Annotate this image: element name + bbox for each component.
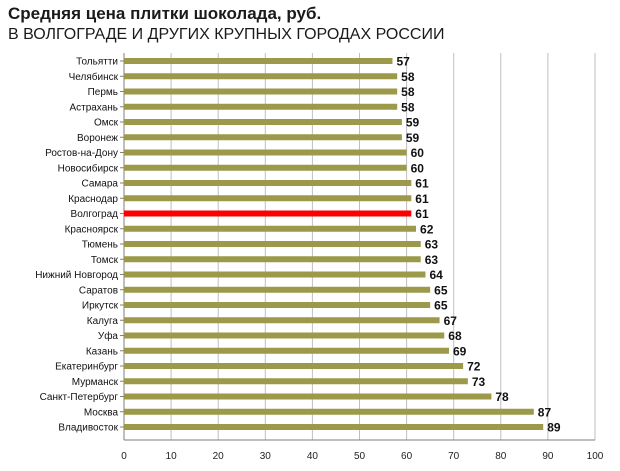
bar [124,180,411,186]
data-label: 65 [434,299,448,313]
data-label: 62 [420,222,434,236]
category-label: Волгоград [71,209,119,220]
x-tick-label: 60 [401,451,413,462]
category-label: Краснодар [68,194,118,205]
x-tick-label: 10 [166,451,178,462]
data-label: 63 [425,253,439,267]
bar [124,409,534,415]
bar [124,104,397,110]
category-label: Нижний Новгород [35,270,118,281]
bar [124,226,416,232]
category-label: Казань [86,346,118,357]
data-label: 59 [406,131,420,145]
data-label: 72 [467,360,481,374]
x-tick-label: 100 [587,451,604,462]
chart-container: Средняя цена плитки шоколада, руб. В ВОЛ… [0,0,620,471]
category-label: Мурманск [72,377,119,388]
bar [124,195,411,201]
category-label: Ростов-на-Дону [45,148,118,159]
category-label: Самара [82,179,119,190]
data-label: 58 [401,85,415,99]
bar [124,89,397,95]
x-tick-label: 90 [542,451,554,462]
bar [124,134,402,140]
data-label: 57 [396,55,410,69]
bar [124,165,407,171]
data-label: 58 [401,100,415,114]
category-label: Пермь [88,87,118,98]
x-tick-label: 20 [213,451,225,462]
bar [124,287,430,293]
data-label: 67 [444,314,458,328]
bar [124,302,430,308]
category-label: Иркутск [82,301,119,312]
data-label: 65 [434,283,448,297]
category-label: Москва [84,407,119,418]
category-label: Астрахань [69,102,118,113]
category-label: Владивосток [58,423,118,434]
category-label: Красноярск [65,224,119,235]
category-label: Тюмень [82,240,118,251]
data-label: 61 [415,207,429,221]
category-label: Новосибирск [58,162,119,174]
bar [124,58,392,64]
category-label: Челябинск [69,71,119,83]
x-tick-label: 80 [495,451,507,462]
category-label: Санкт-Петербург [40,391,119,403]
x-tick-label: 70 [448,451,460,462]
data-label: 78 [495,390,509,404]
bar [124,119,402,125]
bar-chart: 0 10 20 30 40 50 60 70 80 90 100 Тольятти 57 Челябинс… [0,0,620,471]
data-label: 60 [411,146,425,160]
category-label: Тольятти [76,57,118,68]
data-label: 61 [415,177,429,191]
data-label: 58 [401,70,415,84]
category-label: Воронеж [77,133,118,144]
category-label: Калуга [87,316,119,327]
data-label: 60 [411,161,425,175]
category-label: Уфа [98,330,119,342]
data-label: 59 [406,116,420,130]
bar [124,348,449,354]
data-label: 73 [472,375,486,389]
bar [124,256,421,262]
bar [124,241,421,247]
data-label: 61 [415,192,429,206]
bar [124,73,397,79]
bar [124,378,468,384]
x-tick-label: 40 [307,451,319,462]
x-tick-label: 30 [260,451,272,462]
bar [124,363,463,369]
data-label: 69 [453,344,467,358]
category-label: Екатеринбург [55,361,118,373]
bar-highlight [124,211,411,217]
data-label: 63 [425,238,439,252]
bar [124,150,407,156]
category-label: Омск [94,118,119,129]
x-tick-label: 0 [121,451,127,462]
bar [124,394,491,400]
category-label: Томск [91,255,119,266]
x-tick-label: 50 [354,451,366,462]
bar [124,317,440,323]
data-label: 87 [538,405,552,419]
bar [124,272,425,278]
bar [124,424,543,430]
data-label: 64 [429,268,443,282]
bar [124,333,444,339]
data-label: 68 [448,329,462,343]
category-label: Саратов [79,285,118,296]
data-label: 89 [547,421,561,435]
